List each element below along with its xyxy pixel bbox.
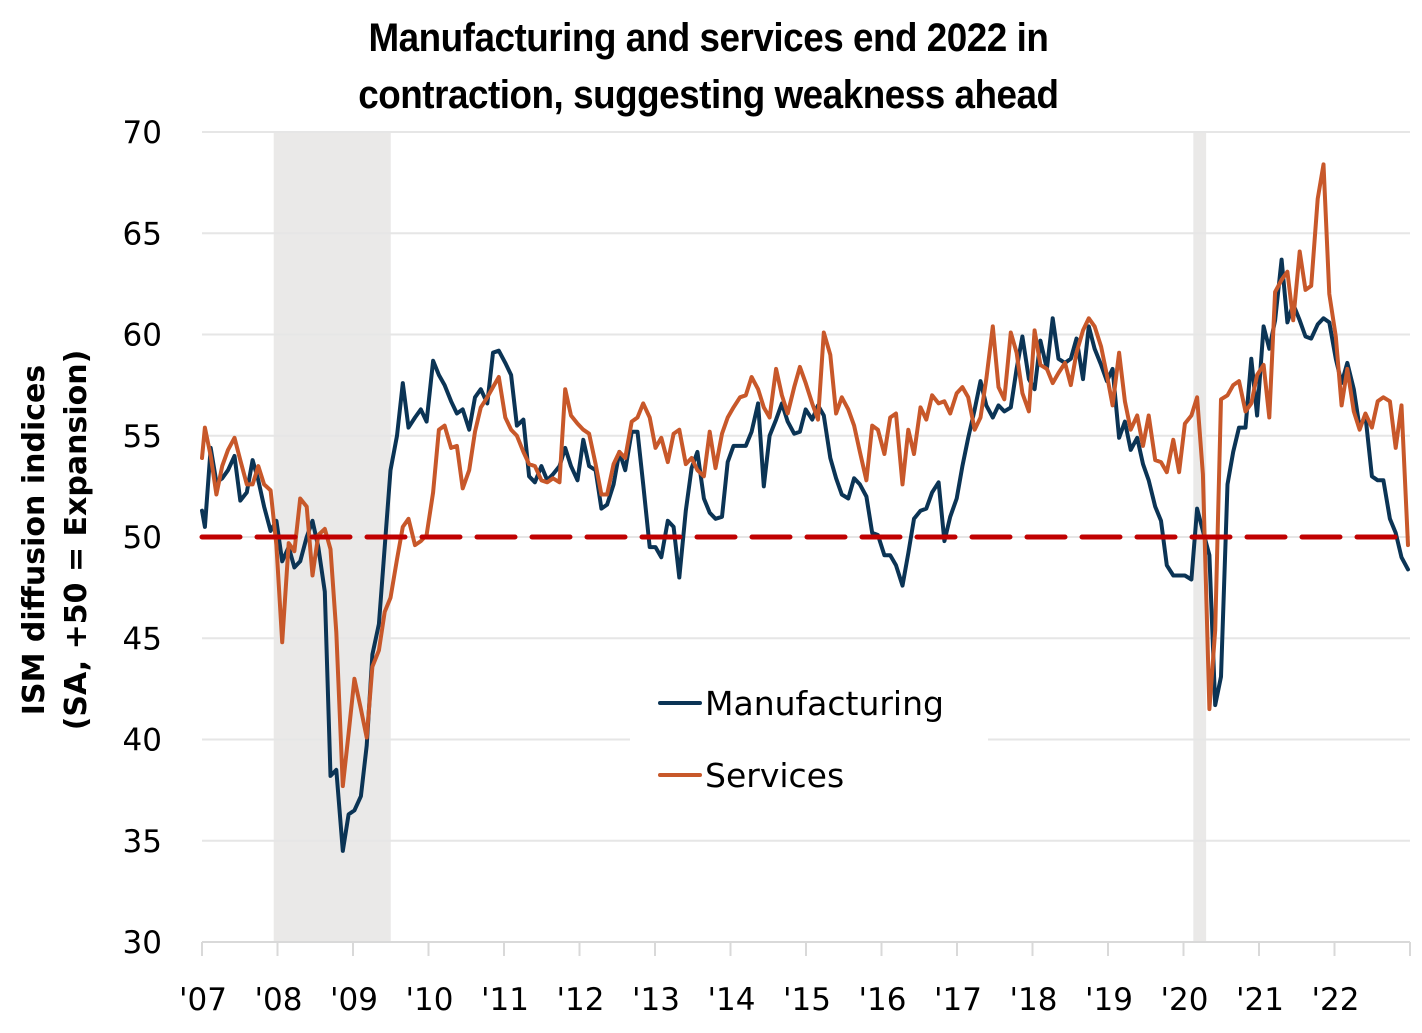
x-axis-ticks: '07 '08 '09 '10 '11 '12 '13 '14 '15 '16 '17 '18 '19 '… [179, 942, 1411, 1018]
x-tick-label-2013: '13 [632, 982, 680, 1018]
y-tick-label-35: 35 [123, 824, 162, 860]
y-tick-label-50: 50 [123, 520, 162, 556]
y-tick-label-70: 70 [123, 115, 162, 151]
x-tick-label-2008: '08 [255, 982, 303, 1018]
x-tick-label-2007: '07 [179, 982, 227, 1018]
x-tick-label-2016: '16 [859, 982, 907, 1018]
x-tick-label-2011: '11 [481, 982, 529, 1018]
chart-title: Manufacturing and services end 2022 in c… [0, 10, 1417, 124]
series-lines [200, 162, 1410, 853]
x-tick-label-2022: '22 [1312, 982, 1360, 1018]
y-tick-label-60: 60 [123, 318, 162, 354]
legend-label-manufacturing: Manufacturing [705, 684, 944, 723]
x-tick-label-2015: '15 [783, 982, 831, 1018]
x-tick-label-2021: '21 [1236, 982, 1284, 1018]
x-tick-label-2009: '09 [330, 982, 378, 1018]
legend: Manufacturing Services [630, 665, 988, 805]
chart-title-line-1: Manufacturing and services end 2022 in [368, 16, 1049, 60]
legend-label-services: Services [705, 756, 844, 795]
chart-title-line-2: contraction, suggesting weakness ahead [358, 73, 1059, 117]
legend-background [630, 665, 988, 805]
x-tick-label-2012: '12 [557, 982, 605, 1018]
y-axis-label-line-2: (SA, +50 = Expansion) [59, 350, 94, 731]
y-tick-label-30: 30 [123, 925, 162, 961]
y-tick-label-45: 45 [123, 621, 162, 657]
y-axis-label: ISM diffusion indices (SA, +50 = Expansi… [17, 350, 94, 731]
y-axis-label-line-1: ISM diffusion indices [17, 365, 52, 715]
x-tick-label-2014: '14 [708, 982, 756, 1018]
y-tick-label-55: 55 [123, 419, 162, 455]
x-tick-label-2010: '10 [406, 982, 454, 1018]
y-tick-label-65: 65 [123, 216, 162, 252]
x-tick-label-2020: '20 [1161, 982, 1209, 1018]
x-tick-label-2017: '17 [934, 982, 982, 1018]
y-axis-ticks: 30 35 40 45 50 55 60 65 70 [123, 115, 162, 961]
series-line-services [200, 162, 1410, 789]
x-tick-label-2018: '18 [1010, 982, 1058, 1018]
x-tick-label-2019: '19 [1085, 982, 1133, 1018]
y-tick-label-40: 40 [123, 723, 162, 759]
